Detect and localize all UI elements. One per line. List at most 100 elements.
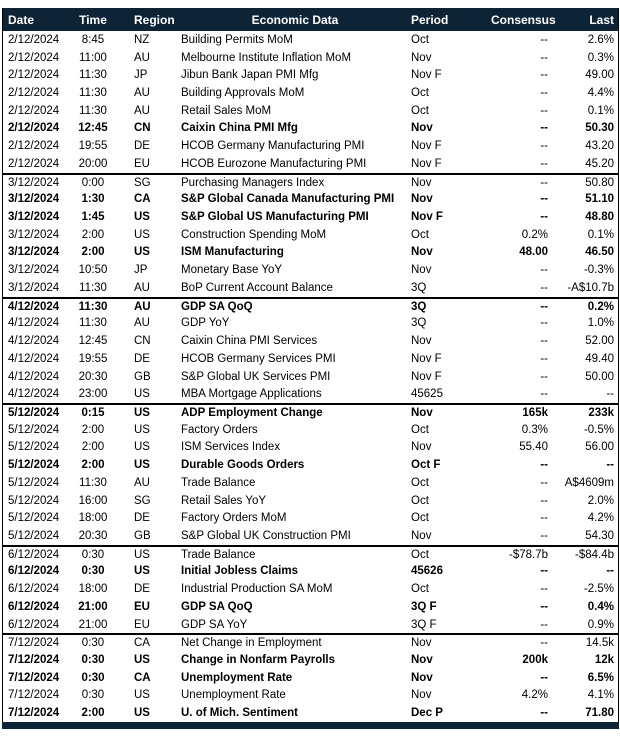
cell-economic-data: BoP Current Account Balance (181, 281, 333, 294)
table-row: 4/12/2024 12:45 CN Caixin China PMI Serv… (3, 332, 618, 350)
cell-economic-data: GDP SA YoY (181, 618, 248, 631)
cell-time: 11:30 (79, 317, 107, 330)
table-row: 6/12/2024 0:30 US Trade Balance Oct -$78… (3, 544, 618, 563)
cell-economic-data: Industrial Production SA MoM (181, 583, 333, 596)
cell-time: 11:00 (79, 51, 107, 64)
table-row: 2/12/2024 8:45 NZ Building Permits MoM O… (3, 31, 618, 49)
cell-last: -- (606, 565, 614, 578)
cell-period: Oct (411, 228, 429, 241)
cell-consensus: -- (540, 565, 548, 578)
cell-time: 12:45 (78, 122, 108, 135)
cell-period: 45625 (411, 388, 443, 401)
cell-region: EU (134, 600, 150, 613)
cell-time: 19:55 (78, 352, 108, 365)
cell-economic-data: Trade Balance (181, 476, 256, 489)
cell-date: 4/12/2024 (8, 370, 60, 383)
cell-region: GB (134, 370, 151, 383)
cell-consensus: -- (540, 459, 548, 472)
cell-region: US (134, 548, 150, 561)
cell-consensus: 0.3% (521, 423, 548, 436)
cell-time: 0:30 (81, 637, 105, 650)
cell-economic-data: Unemployment Rate (181, 671, 293, 684)
cell-time: 1:30 (81, 193, 105, 206)
cell-last: 0.4% (587, 600, 614, 613)
cell-consensus: -- (540, 476, 548, 489)
cell-economic-data: Monetary Base YoY (181, 264, 283, 277)
cell-time: 2:00 (81, 459, 105, 472)
cell-period: Oct (411, 494, 429, 507)
cell-date: 2/12/2024 (8, 51, 60, 64)
cell-date: 5/12/2024 (8, 476, 60, 489)
cell-economic-data: Building Permits MoM (181, 33, 293, 46)
cell-consensus: -- (540, 69, 548, 82)
column-header-region: Region (134, 12, 175, 27)
cell-period: Oct (411, 583, 429, 596)
cell-time: 21:00 (78, 600, 108, 613)
cell-economic-data: Jibun Bank Japan PMI Mfg (181, 69, 319, 82)
cell-period: Nov F (411, 140, 442, 153)
cell-region: JP (134, 264, 148, 277)
cell-consensus: -- (540, 264, 548, 277)
cell-period: Oct (411, 423, 429, 436)
cell-last: 0.2% (587, 300, 614, 313)
cell-time: 20:30 (78, 529, 108, 542)
cell-last: 0.9% (587, 618, 614, 631)
cell-last: 0.1% (587, 228, 614, 241)
cell-time: 8:45 (81, 33, 105, 46)
cell-consensus: -- (540, 104, 548, 117)
cell-economic-data: Unemployment Rate (181, 689, 286, 702)
cell-economic-data: Building Approvals MoM (181, 87, 305, 100)
table-row: 2/12/2024 11:30 AU Building Approvals Mo… (3, 84, 618, 102)
column-header-economic-data: Economic Data (251, 12, 339, 27)
cell-last: -2.5% (583, 583, 614, 596)
cell-region: US (134, 707, 150, 720)
cell-region: DE (134, 512, 150, 525)
cell-region: US (134, 654, 150, 667)
cell-consensus: -- (540, 335, 548, 348)
cell-date: 2/12/2024 (8, 69, 60, 82)
table-row: 3/12/2024 2:00 US Construction Spending … (3, 226, 618, 244)
cell-period: Nov F (411, 370, 442, 383)
cell-economic-data: Melbourne Institute Inflation MoM (181, 51, 352, 64)
cell-region: US (134, 423, 150, 436)
cell-period: Oct (411, 476, 429, 489)
cell-region: AU (134, 317, 150, 330)
cell-last: 6.5% (587, 671, 614, 684)
cell-region: US (134, 211, 150, 224)
cell-last: 49.00 (585, 69, 614, 82)
table-row: 4/12/2024 11:30 AU GDP SA QoQ 3Q -- 0.2% (3, 296, 618, 315)
cell-economic-data: GDP YoY (181, 317, 230, 330)
cell-region: CA (134, 671, 151, 684)
cell-last: 43.20 (585, 140, 614, 153)
cell-consensus: -- (540, 671, 548, 684)
cell-region: AU (134, 87, 150, 100)
cell-period: Oct (411, 33, 429, 46)
table-row: 4/12/2024 19:55 DE HCOB Germany Services… (3, 350, 618, 368)
cell-time: 18:00 (78, 583, 108, 596)
cell-time: 11:30 (79, 281, 107, 294)
cell-period: 3Q (411, 300, 427, 313)
cell-period: Nov (411, 689, 432, 702)
table-row: 5/12/2024 2:00 US Durable Goods Orders O… (3, 456, 618, 474)
cell-region: AU (134, 104, 150, 117)
cell-region: US (134, 388, 150, 401)
cell-economic-data: S&P Global US Manufacturing PMI (181, 211, 369, 224)
cell-consensus: -- (540, 512, 548, 525)
cell-date: 4/12/2024 (8, 335, 60, 348)
cell-date: 4/12/2024 (8, 317, 60, 330)
cell-economic-data: Initial Jobless Claims (181, 565, 298, 578)
cell-date: 2/12/2024 (8, 33, 60, 46)
cell-last: -0.3% (583, 264, 614, 277)
cell-time: 0:30 (81, 565, 105, 578)
cell-economic-data: Retail Sales MoM (181, 104, 272, 117)
cell-period: Nov (411, 51, 432, 64)
cell-period: Oct (411, 548, 429, 561)
table-bottom-border (2, 722, 619, 730)
cell-last: -$84.4b (574, 548, 614, 561)
table-row: 5/12/2024 16:00 SG Retail Sales YoY Oct … (3, 492, 618, 510)
cell-consensus: -- (540, 370, 548, 383)
column-header-consensus: Consensus (491, 12, 556, 27)
cell-time: 2:00 (81, 707, 105, 720)
cell-period: Nov (411, 441, 432, 454)
cell-date: 2/12/2024 (8, 87, 60, 100)
